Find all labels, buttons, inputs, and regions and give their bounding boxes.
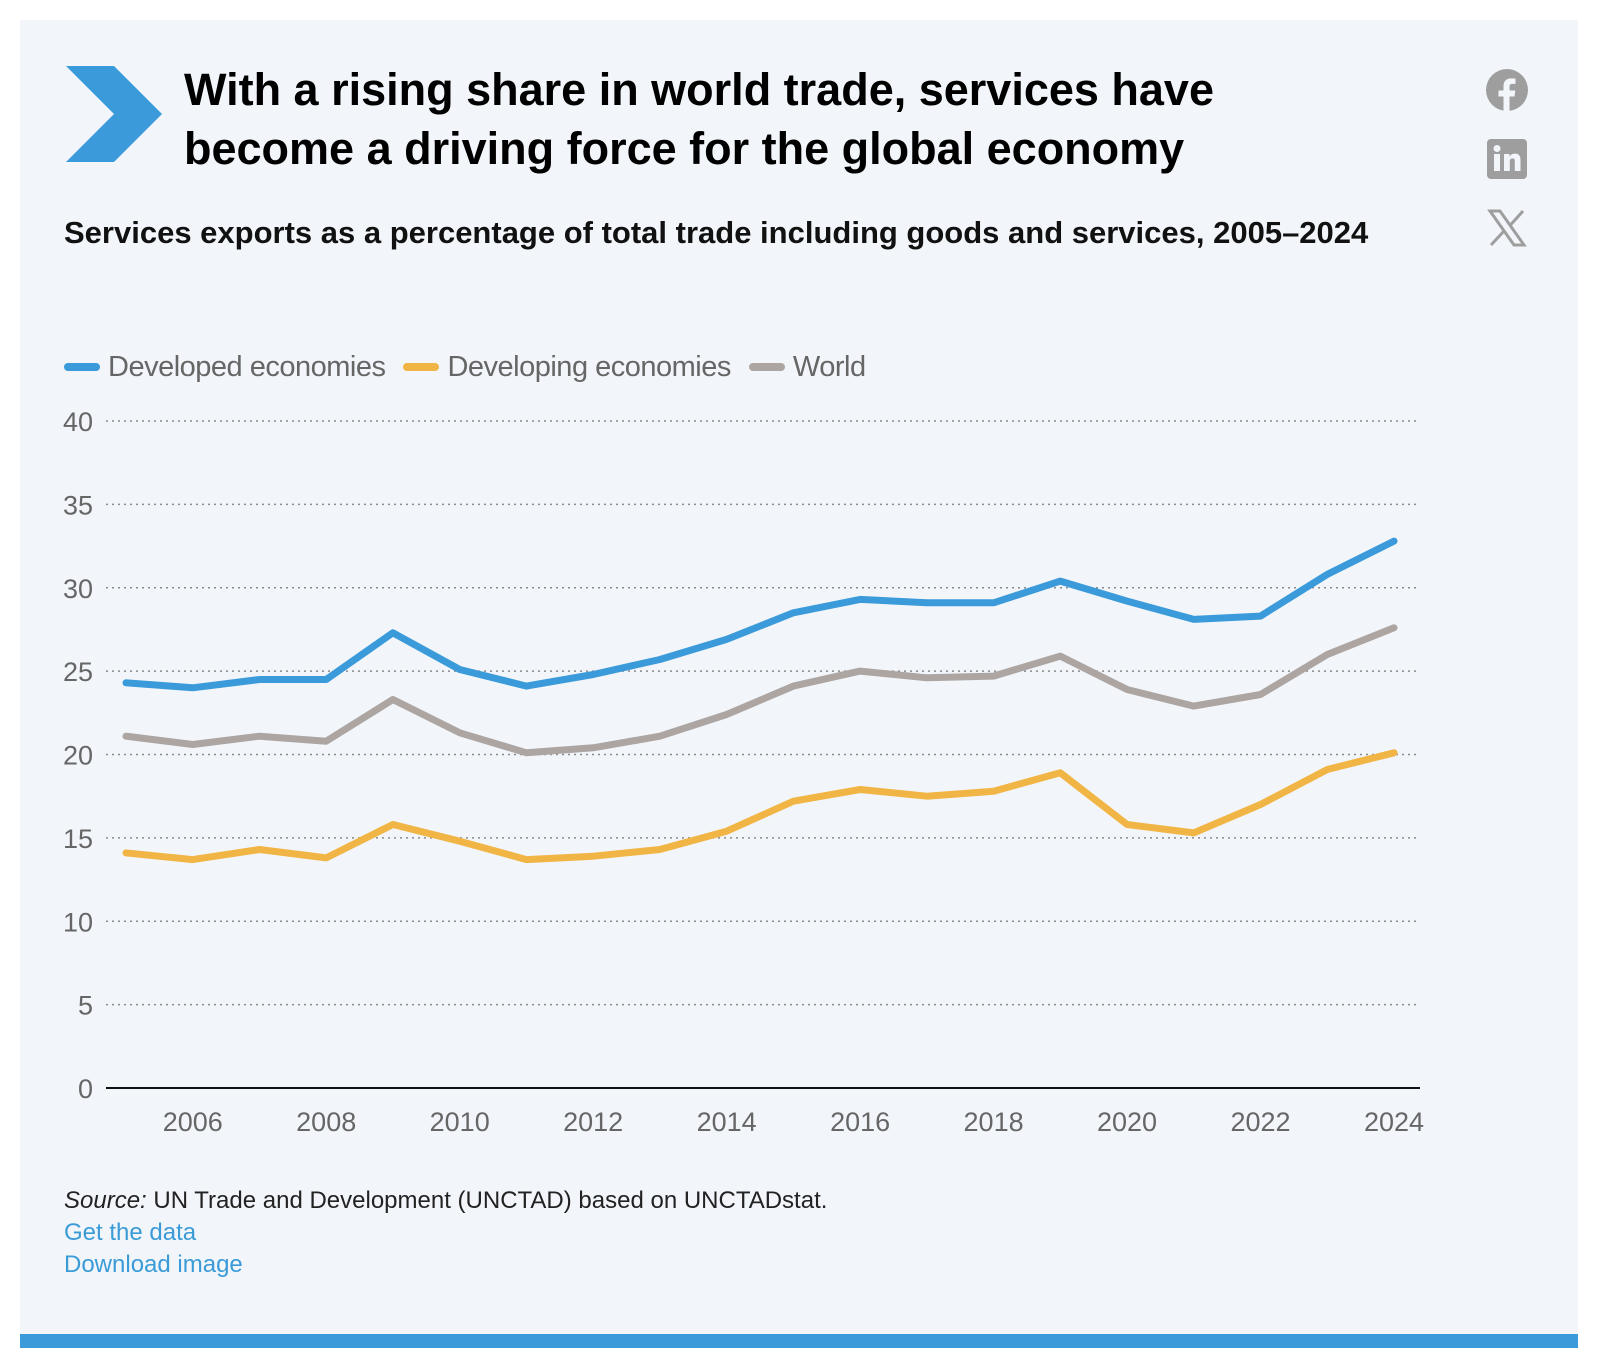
chart-subtitle: Services exports as a percentage of tota… [64,215,1369,250]
legend-item-developing[interactable]: Developing economies [403,350,731,384]
legend-swatch-developing [403,363,440,371]
y-tick-label: 30 [63,574,93,604]
source-prefix: Source: [64,1187,147,1214]
x-tick-label: 2008 [296,1107,356,1137]
chart-legend: Developed economies Developing economies… [64,347,866,387]
get-the-data-link[interactable]: Get the data [64,1219,197,1246]
y-tick-label: 10 [63,907,93,937]
legend-label-developing: Developing economies [447,350,731,383]
source-note: Source: UN Trade and Development (UNCTAD… [64,1187,827,1215]
y-tick-label: 20 [63,741,93,771]
legend-item-developed[interactable]: Developed economies [64,350,386,384]
download-image-link[interactable]: Download image [64,1251,243,1278]
series-line-developed-economies [122,537,1398,692]
x-tick-label: 2006 [163,1107,223,1137]
y-tick-label: 0 [78,1074,93,1104]
page-title: With a rising share in world trade, serv… [184,64,1214,174]
y-tick-label: 15 [63,824,93,854]
chevron-logo-icon [66,66,162,162]
chevron-shape [66,66,162,162]
legend-swatch-world [748,363,785,371]
x-tick-label: 2018 [964,1107,1024,1137]
series-line-developing-economies [122,749,1398,864]
x-tick-label: 2012 [563,1107,623,1137]
x-tick-label: 2010 [430,1107,490,1137]
y-tick-label: 40 [63,407,93,437]
x-tick-label: 2014 [697,1107,757,1137]
facebook-icon[interactable] [1485,68,1529,112]
y-tick-label: 25 [63,657,93,687]
x-tick-label: 2022 [1230,1107,1290,1137]
legend-label-developed: Developed economies [108,350,386,383]
legend-label-world: World [792,350,866,383]
legend-item-world[interactable]: World [748,350,866,384]
x-tick-label: 2016 [830,1107,890,1137]
x-tick-label: 2024 [1364,1107,1424,1137]
x-icon[interactable] [1485,206,1529,250]
x-tick-label: 2020 [1097,1107,1157,1137]
accent-bar [20,1334,1578,1348]
linkedin-icon[interactable] [1485,137,1529,181]
series-line-world [122,624,1398,757]
source-text: UN Trade and Development (UNCTAD) based … [146,1187,828,1214]
y-tick-label: 35 [63,490,93,520]
y-tick-label: 5 [78,991,93,1021]
legend-swatch-developed [64,363,100,371]
